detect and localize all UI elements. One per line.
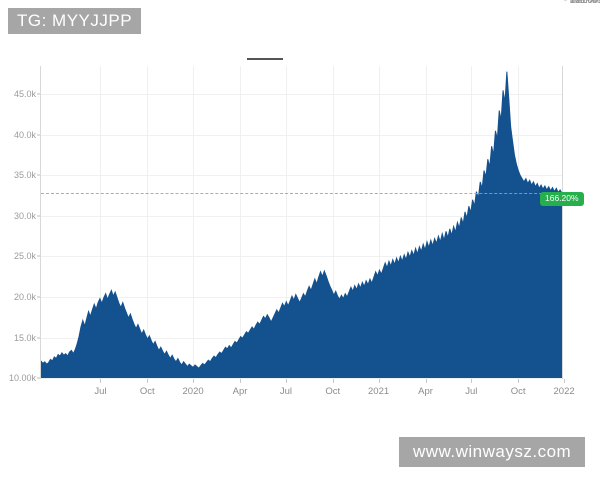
gridline-horizontal [41, 256, 562, 258]
gridline-horizontal [41, 134, 562, 136]
x-axis-tick-mark [240, 379, 241, 383]
gridline-vertical [332, 66, 334, 378]
watermark-top-left: TG: MYYJJPP [8, 8, 142, 34]
x-axis-tick-mark [471, 379, 473, 383]
y-axis-right-tick-label: 300.00% [570, 0, 600, 5]
gridline-horizontal [41, 94, 562, 96]
y-axis-right-tick-label: 75.00% [570, 0, 600, 5]
y-axis-right-tick-mark [564, 0, 567, 1]
x-axis-tick-label: Jul [279, 386, 292, 397]
y-axis-right-tick-label: 175.00% [570, 0, 600, 5]
x-axis-tick-mark [285, 379, 287, 383]
y-axis-left-tick-mark [37, 377, 40, 379]
y-axis-right-tick-label: 225.00% [570, 0, 600, 5]
y-axis-left-tick-mark [37, 296, 40, 298]
y-axis-left-tick-label: 10.00k [8, 373, 36, 383]
gridline-vertical [240, 66, 241, 378]
y-axis-left-tick-label: 45.0k [13, 89, 36, 100]
x-axis-tick-label: 2022 [553, 386, 575, 397]
y-axis-left-tick-label: 15.0k [13, 332, 36, 343]
gridline-horizontal [41, 215, 562, 217]
y-axis-right-tick-label: 0.00% [570, 0, 596, 5]
y-axis-left-tick-label: 25.0k [13, 251, 36, 262]
y-axis-left-tick-mark [37, 337, 40, 338]
y-axis-right-tick-label: 200.00% [570, 0, 600, 5]
y-axis-left-tick-label: 30.0k [13, 210, 36, 221]
x-axis-tick-mark [378, 379, 380, 383]
x-axis-tick-mark [100, 379, 102, 383]
y-axis-right-tick-label: 100.00% [570, 0, 600, 5]
x-axis-tick-mark [425, 379, 427, 383]
area-series-line [41, 71, 562, 370]
y-axis-right-tick-label: 275.00% [570, 0, 600, 5]
legend-line-marker [247, 58, 283, 60]
gridline-vertical [147, 66, 149, 378]
y-axis-right-tick-label: 150.00% [570, 0, 600, 5]
x-axis-tick-label: Jul [94, 386, 107, 397]
y-axis-left-tick-mark [37, 174, 40, 176]
y-axis-left-tick-label: 40.0k [13, 129, 36, 140]
y-axis-right-tick-label: 125.00% [570, 0, 600, 5]
y-axis-right-tick-label: 25.00% [570, 0, 600, 5]
gridline-vertical [285, 66, 287, 378]
x-axis-tick-mark [332, 379, 334, 383]
y-axis-left-tick-label: 35.0k [13, 170, 36, 181]
watermark-bottom-right: www.winwaysz.com [399, 437, 586, 467]
x-axis-tick-mark [193, 379, 195, 383]
x-axis-tick-mark [564, 379, 566, 383]
x-axis-tick-mark [147, 379, 149, 383]
x-axis-tick-label: 2021 [368, 386, 390, 397]
area-series [41, 71, 562, 378]
reference-value-badge: 166.20% [540, 192, 584, 206]
y-axis-right-tick-label: 250.00% [570, 0, 600, 5]
y-axis-left-line [40, 66, 41, 379]
gridline-horizontal [41, 378, 562, 379]
gridline-vertical [425, 66, 427, 378]
y-axis-left-tick-label: 20.0k [13, 292, 36, 302]
area-series-fill [41, 71, 562, 378]
x-axis-tick-label: 2020 [182, 386, 204, 397]
x-axis-tick-label: Oct [139, 386, 155, 397]
gridline-vertical [193, 66, 195, 378]
x-axis-tick-mark [518, 379, 520, 383]
reference-line [41, 193, 562, 195]
gridline-vertical [378, 66, 380, 378]
x-axis-tick-label: Apr [418, 386, 433, 397]
x-axis-tick-label: Apr [232, 386, 248, 397]
y-axis-left-tick-mark [37, 93, 40, 95]
x-axis-tick-label: Jul [465, 386, 478, 397]
y-axis-right-tick-label: 50.00% [570, 0, 600, 5]
y-axis-left-tick-mark [37, 134, 40, 136]
x-axis-tick-label: Oct [510, 386, 526, 397]
gridline-vertical [100, 66, 102, 378]
x-axis-tick-label: Oct [325, 386, 341, 397]
y-axis-left-tick-mark [37, 215, 40, 217]
y-axis-left-tick-mark [37, 255, 40, 257]
y-axis-right-line [562, 66, 563, 379]
gridline-horizontal [41, 175, 562, 177]
